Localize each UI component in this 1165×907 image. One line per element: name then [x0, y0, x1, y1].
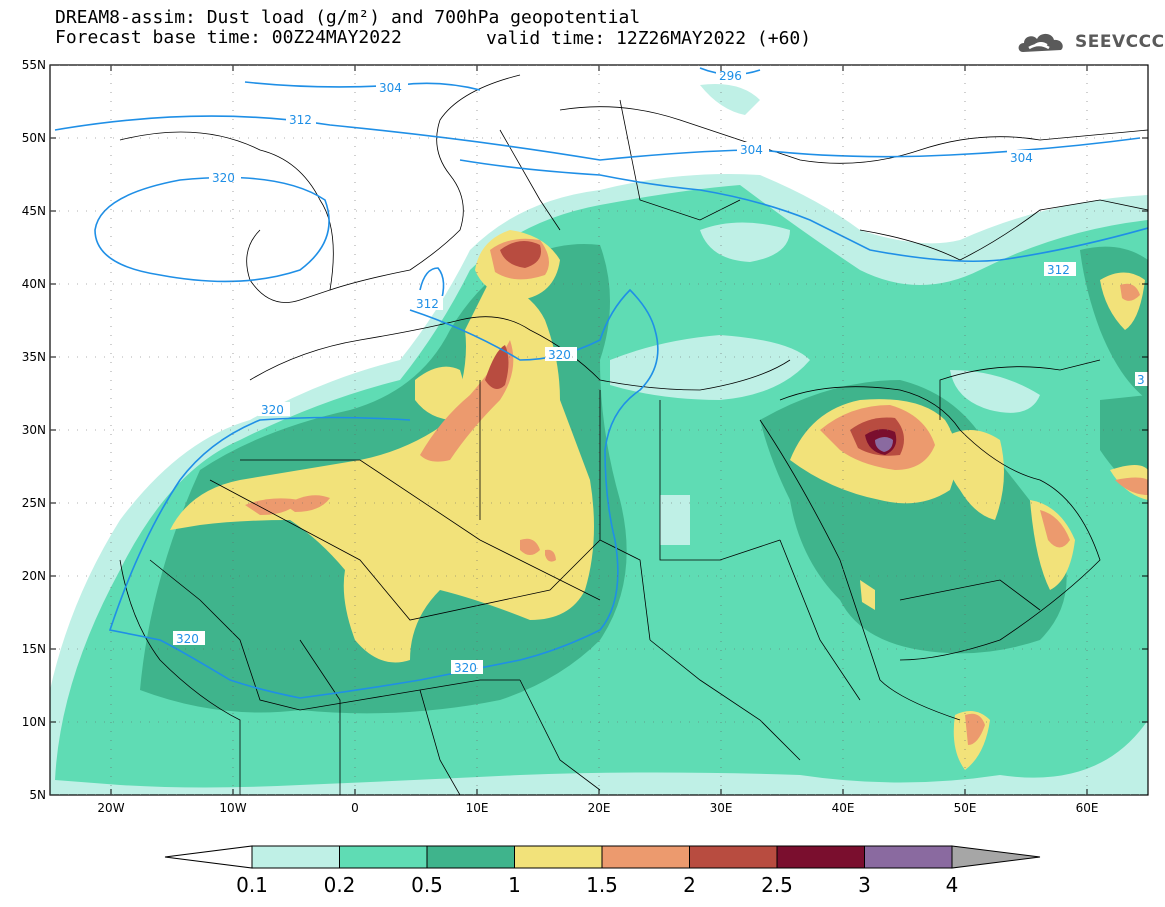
lon-tick-label: 0 [351, 801, 359, 815]
contour-label: 304 [1010, 151, 1033, 165]
colorbar: 0.1 0.2 0.5 1 1.5 2 2.5 3 4 [164, 845, 1041, 897]
lon-tick-label: 40E [832, 801, 855, 815]
chart-title: DREAM8-assim: Dust load (g/m²) and 700hP… [55, 7, 641, 28]
colorbar-label: 1.5 [586, 873, 618, 897]
lon-tick-label: 50E [954, 801, 977, 815]
colorbar-label: 2.5 [761, 873, 793, 897]
colorbar-segment [864, 845, 953, 869]
valid-time: valid time: 12Z26MAY2022 (+60) [486, 28, 812, 49]
cloud-icon [1018, 33, 1063, 52]
dust-field [50, 65, 1148, 795]
colorbar-label: 0.2 [324, 873, 356, 897]
contour-label: 320 [176, 632, 199, 646]
lat-tick-label: 10N [22, 715, 46, 729]
lon-tick-label: 60E [1076, 801, 1099, 815]
colorbar-segment [251, 845, 340, 869]
contour-label: 312 [416, 297, 439, 311]
contour-label: 304 [740, 143, 763, 157]
lon-tick-label: 10W [219, 801, 246, 815]
contour-label: 312 [289, 113, 312, 127]
logo-text: SEEVCCC [1075, 32, 1165, 52]
contour-label: 312 [1047, 263, 1070, 277]
contour-labels: 304 296 312 304 304 320 312 320 312 320 … [173, 68, 1149, 675]
lat-tick-label: 5N [29, 788, 46, 802]
graticule [50, 65, 1148, 795]
contour-label: 3 [1137, 373, 1145, 387]
contour-label: 320 [454, 661, 477, 675]
geopotential-contours [54, 67, 1148, 699]
contour-label: 304 [379, 81, 402, 95]
contour-label: 320 [212, 171, 235, 185]
lat-tick-label: 20N [22, 569, 46, 583]
longitude-axis: 20W 10W 0 10E 20E 30E 40E 50E 60E [97, 65, 1098, 815]
colorbar-label: 0.1 [236, 873, 268, 897]
lat-tick-label: 30N [22, 423, 46, 437]
contour-label: 320 [548, 348, 571, 362]
forecast-base-time: Forecast base time: 00Z24MAY2022 [55, 27, 402, 48]
seevccc-logo: SEEVCCC [1015, 26, 1165, 58]
contour-label: 320 [261, 403, 284, 417]
colorbar-label: 0.5 [411, 873, 443, 897]
colorbar-label: 3 [858, 873, 871, 897]
lat-tick-label: 25N [22, 496, 46, 510]
contour-label: 296 [719, 69, 742, 83]
lat-tick-label: 35N [22, 350, 46, 364]
latitude-axis: 55N 50N 45N 40N 35N 30N 25N 20N 15N 10N 5N [22, 58, 1148, 802]
colorbar-high-triangle [951, 845, 1041, 869]
lat-tick-label: 40N [22, 277, 46, 291]
colorbar-segment [426, 845, 515, 869]
lon-tick-label: 20E [588, 801, 611, 815]
country-borders [119, 74, 1148, 795]
colorbar-segment [339, 845, 428, 869]
colorbar-label: 1 [508, 873, 521, 897]
lon-tick-label: 20W [97, 801, 124, 815]
lon-tick-label: 30E [710, 801, 733, 815]
colorbar-segment [601, 845, 690, 869]
colorbar-segment [689, 845, 778, 869]
colorbar-low-triangle [164, 845, 253, 869]
colorbar-segment [514, 845, 603, 869]
lat-tick-label: 50N [22, 131, 46, 145]
lon-tick-label: 10E [466, 801, 489, 815]
colorbar-label: 2 [683, 873, 696, 897]
colorbar-segment [776, 845, 865, 869]
lat-tick-label: 55N [22, 58, 46, 72]
lat-tick-label: 15N [22, 642, 46, 656]
colorbar-label: 4 [946, 873, 959, 897]
lat-tick-label: 45N [22, 204, 46, 218]
